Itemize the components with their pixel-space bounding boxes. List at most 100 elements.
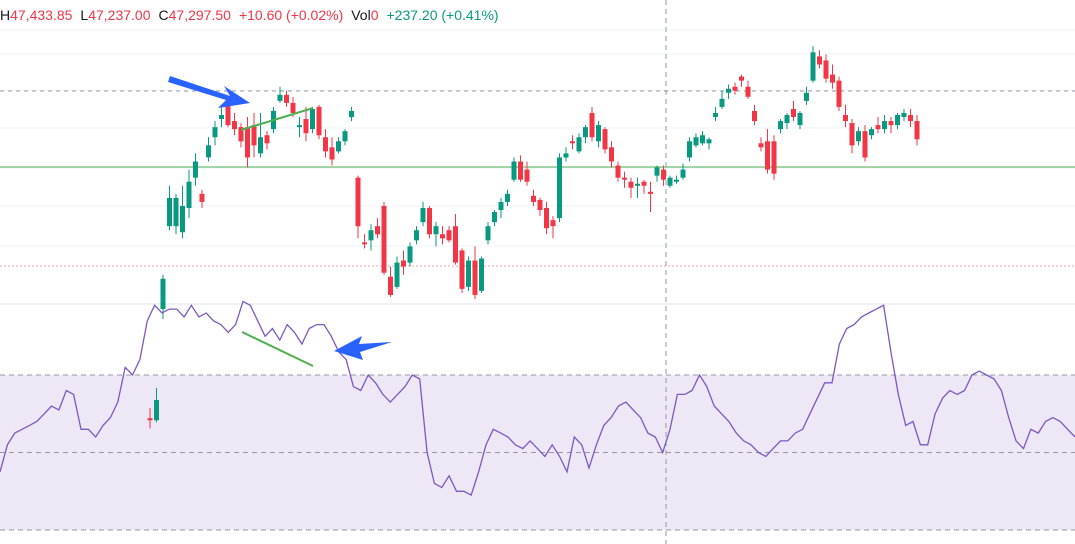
candle-body bbox=[667, 177, 673, 186]
high-value: 47,433.85 bbox=[10, 7, 73, 23]
candle-body bbox=[180, 205, 185, 233]
candle-body bbox=[466, 260, 471, 287]
candle-body bbox=[745, 86, 751, 97]
candle-body bbox=[771, 141, 777, 174]
candle-body bbox=[557, 157, 562, 219]
candle-body bbox=[368, 230, 374, 241]
candle-body bbox=[843, 115, 848, 122]
candle-body bbox=[258, 137, 263, 154]
price-arrow bbox=[168, 76, 250, 108]
candle-body bbox=[862, 131, 868, 158]
candle-body bbox=[817, 56, 822, 65]
candle-body bbox=[713, 112, 718, 118]
candle-body bbox=[440, 234, 445, 239]
candle-body bbox=[329, 147, 335, 160]
candle-body bbox=[726, 88, 731, 93]
candle-body bbox=[674, 179, 679, 182]
candle-body bbox=[583, 127, 588, 138]
candle-body bbox=[453, 226, 458, 263]
candle-body bbox=[908, 115, 913, 122]
rsi-arrow bbox=[334, 336, 392, 360]
candle-body bbox=[388, 276, 393, 295]
candle-body bbox=[648, 191, 653, 194]
candle-body bbox=[641, 181, 647, 186]
candle-body bbox=[297, 125, 302, 128]
candle-body bbox=[505, 193, 510, 202]
candle-body bbox=[856, 131, 861, 142]
candle-body bbox=[518, 161, 523, 180]
candle-body bbox=[739, 76, 744, 81]
candle-body bbox=[537, 199, 543, 211]
candle-body bbox=[609, 147, 614, 162]
candle-body bbox=[407, 246, 413, 263]
candle-body bbox=[524, 169, 530, 182]
candle-body bbox=[511, 161, 517, 180]
candle-body bbox=[576, 137, 582, 152]
candle-body bbox=[284, 94, 289, 103]
candle-body bbox=[622, 177, 627, 180]
candle-body bbox=[492, 212, 497, 223]
candle-body bbox=[810, 52, 816, 81]
candle-body bbox=[206, 145, 211, 158]
candle-body bbox=[758, 143, 764, 148]
candle-body bbox=[563, 153, 569, 158]
candle-body bbox=[531, 195, 536, 202]
candle-body bbox=[173, 197, 179, 227]
change-value: +10.60 (+0.02%) bbox=[238, 7, 344, 23]
candle-body bbox=[401, 260, 406, 267]
candle-body bbox=[414, 230, 419, 241]
candle-body bbox=[186, 181, 192, 208]
candle-body bbox=[167, 197, 172, 227]
candle-body bbox=[544, 207, 549, 229]
candle-body bbox=[836, 80, 842, 107]
candle-body bbox=[732, 86, 738, 91]
candle-body bbox=[693, 137, 699, 146]
candle-body bbox=[394, 262, 400, 287]
candle-body bbox=[225, 104, 231, 126]
candle-body bbox=[895, 115, 900, 126]
close-value: 47,297.50 bbox=[168, 7, 231, 23]
candle-body bbox=[212, 127, 218, 138]
candle-body bbox=[251, 125, 257, 146]
volume-value: 0 bbox=[370, 7, 379, 23]
candle-body bbox=[661, 169, 666, 180]
candle-body bbox=[336, 141, 341, 152]
candle-body bbox=[238, 127, 244, 142]
candle-body bbox=[602, 129, 608, 150]
candle-body bbox=[459, 250, 465, 289]
candle-body bbox=[778, 121, 783, 130]
rsi-trendline bbox=[241, 331, 314, 367]
candle-body bbox=[784, 115, 790, 124]
candle-body bbox=[830, 74, 835, 83]
candle-body bbox=[199, 193, 205, 202]
candle-body bbox=[342, 131, 348, 142]
candle-body bbox=[875, 125, 881, 130]
candle-body bbox=[719, 98, 725, 107]
candle-body bbox=[485, 226, 491, 241]
candle-body bbox=[420, 207, 426, 223]
candle-body bbox=[310, 108, 315, 130]
candle-body bbox=[433, 226, 439, 235]
candle-body bbox=[147, 418, 153, 421]
candle-body bbox=[791, 108, 796, 118]
candle-body bbox=[901, 112, 907, 118]
close-label: C bbox=[158, 7, 169, 23]
candle-body bbox=[381, 205, 387, 273]
high-label: H bbox=[0, 7, 11, 23]
volume-label: Vol bbox=[351, 7, 371, 23]
candle-body bbox=[479, 258, 484, 291]
low-label: L bbox=[80, 7, 89, 23]
candle-body bbox=[232, 121, 237, 130]
candle-body bbox=[375, 226, 380, 235]
candle-body bbox=[823, 60, 829, 79]
candle-body bbox=[849, 123, 855, 146]
indicator-change-value: +237.20 (+0.41%) bbox=[386, 7, 499, 23]
candle-body bbox=[446, 230, 452, 241]
rsi-line bbox=[0, 300, 1075, 497]
candle-body bbox=[277, 94, 283, 101]
candle-body bbox=[290, 102, 296, 113]
candle-body bbox=[869, 129, 874, 136]
candle-body bbox=[628, 181, 634, 188]
candle-body bbox=[355, 177, 361, 227]
